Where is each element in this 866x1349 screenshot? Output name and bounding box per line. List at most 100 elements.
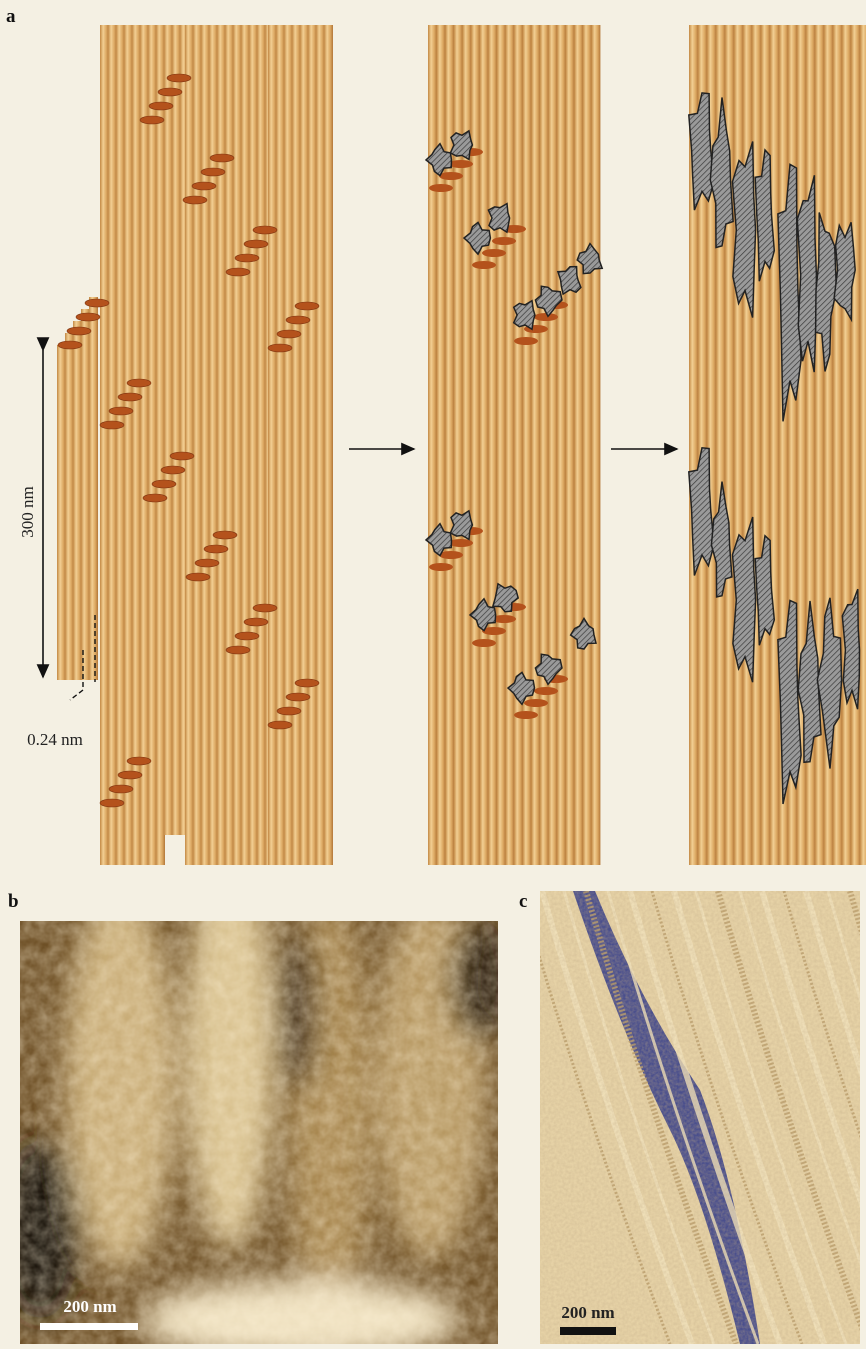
fibril — [217, 25, 226, 865]
fibril-end — [268, 721, 292, 729]
fibril-end — [118, 393, 142, 401]
aggregate — [514, 301, 535, 330]
fibril — [557, 25, 566, 865]
gap-label: 0.24 nm — [27, 730, 83, 749]
fibril-end — [118, 771, 142, 779]
fibril — [81, 309, 90, 680]
fibril-model-1 — [57, 25, 333, 865]
fibril-end — [109, 407, 133, 415]
fibril — [770, 25, 780, 865]
fibril-end — [100, 799, 124, 807]
panel-label: c — [519, 891, 527, 912]
fibril — [591, 25, 600, 865]
fibril — [842, 25, 852, 865]
fibril — [292, 25, 301, 865]
fibril — [324, 25, 333, 865]
fibril — [300, 25, 309, 865]
fibril — [193, 25, 202, 865]
fibril-end — [253, 226, 277, 234]
fibril-end — [268, 344, 292, 352]
fibril — [308, 25, 317, 865]
fibril-end — [204, 545, 228, 553]
fibril-end — [439, 172, 463, 180]
fibril — [523, 25, 532, 865]
fibril-end — [201, 168, 225, 176]
fibril-end — [58, 341, 82, 349]
fibril — [833, 25, 843, 865]
fibril-end — [76, 313, 100, 321]
scale-bar — [560, 1327, 616, 1335]
fibril — [815, 25, 825, 865]
fibril — [185, 25, 194, 865]
fibril — [164, 25, 173, 835]
fibril — [108, 25, 117, 865]
fibril — [505, 25, 514, 865]
panel-label: a — [6, 6, 16, 27]
fibril-end — [213, 531, 237, 539]
fibril — [172, 25, 181, 835]
fibril-end — [226, 646, 250, 654]
fibril-end — [514, 711, 538, 719]
fibril-end — [253, 604, 277, 612]
fibril — [284, 25, 293, 865]
fibril — [100, 25, 109, 865]
fibril-end — [286, 316, 310, 324]
fibril-end — [524, 699, 548, 707]
panel-label: b — [8, 891, 19, 912]
fibril-end — [534, 313, 558, 321]
fibril — [257, 25, 266, 865]
fibril — [89, 297, 98, 680]
fibril-end — [226, 268, 250, 276]
fibril-end — [277, 330, 301, 338]
fibril — [233, 25, 242, 865]
fibril — [65, 333, 74, 680]
fibril — [268, 25, 277, 865]
fibril-end — [429, 563, 453, 571]
fibril — [57, 345, 66, 680]
fibril-end — [534, 687, 558, 695]
fibril — [540, 25, 549, 865]
fibril-end — [210, 154, 234, 162]
fibril — [734, 25, 744, 865]
fibril-end — [143, 494, 167, 502]
aggregate — [488, 204, 509, 233]
fibril — [116, 25, 125, 865]
fibril — [583, 25, 592, 865]
fibril-model-2 — [426, 25, 602, 865]
fibril — [140, 25, 149, 835]
fibril — [514, 25, 523, 865]
fibril-model-3 — [689, 25, 866, 865]
fibril-end — [149, 102, 173, 110]
fibril-end — [286, 693, 310, 701]
fibril — [851, 25, 861, 865]
fibril-end — [235, 632, 259, 640]
scale-label: 200 nm — [63, 1297, 116, 1316]
fibril-end — [158, 88, 182, 96]
fibril-end — [472, 261, 496, 269]
fibril-end — [514, 337, 538, 345]
aggregate — [733, 142, 756, 318]
fibril — [124, 25, 133, 865]
fibril — [201, 25, 210, 865]
aggregate — [450, 131, 472, 160]
fibril — [209, 25, 218, 865]
fibril-end — [167, 74, 191, 82]
fibril-end — [192, 182, 216, 190]
fibril-end — [152, 480, 176, 488]
image-texture — [540, 891, 860, 1344]
fibril — [241, 25, 250, 865]
fibril — [488, 25, 497, 865]
fibril — [316, 25, 325, 865]
fibril-end — [492, 237, 516, 245]
fibril — [249, 25, 258, 865]
fibril-end — [140, 116, 164, 124]
fibril-end — [235, 254, 259, 262]
fibril — [497, 25, 506, 865]
scale-bar — [40, 1323, 138, 1330]
fibril — [566, 25, 575, 865]
aggregate — [450, 511, 472, 540]
fibril — [148, 25, 157, 835]
fibril — [276, 25, 285, 865]
fibril-end — [482, 249, 506, 257]
afm-image — [0, 850, 510, 1344]
